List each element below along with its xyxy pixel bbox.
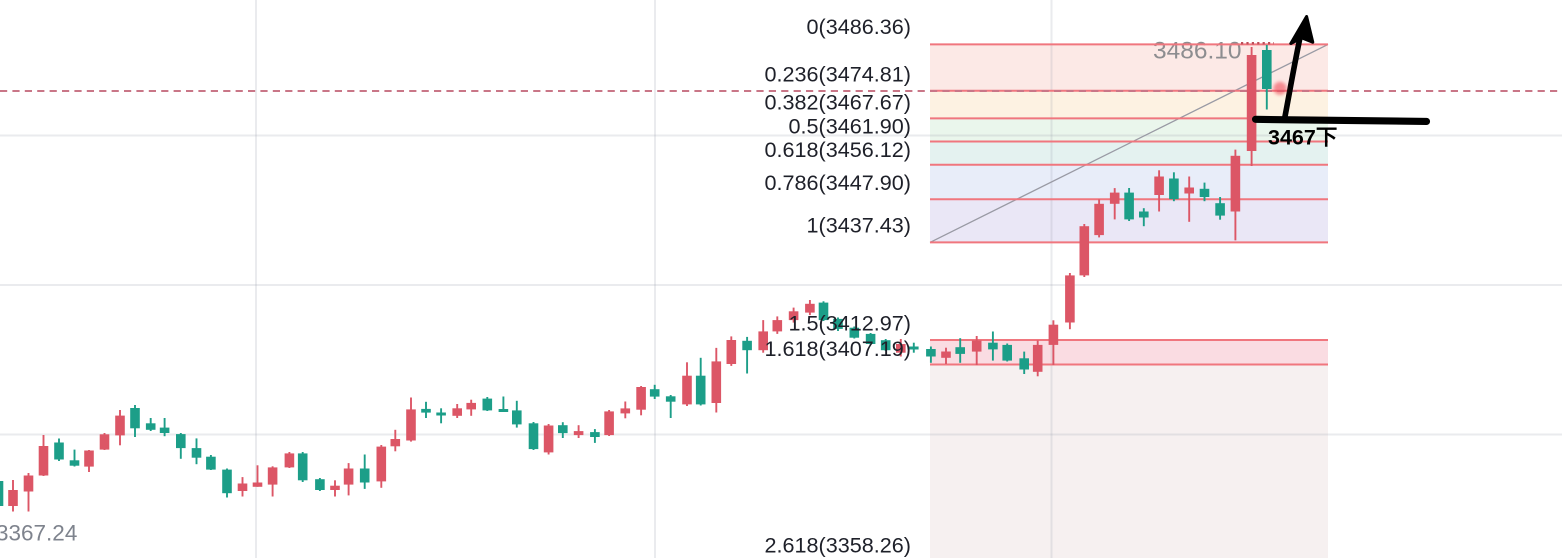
- svg-text:0.618(3456.12): 0.618(3456.12): [765, 137, 911, 162]
- svg-text:3367.24: 3367.24: [0, 521, 77, 546]
- svg-text:0.382(3467.67): 0.382(3467.67): [765, 90, 911, 115]
- svg-text:3467下: 3467下: [1268, 126, 1337, 150]
- svg-text:0.236(3474.81): 0.236(3474.81): [765, 62, 911, 87]
- svg-text:1.618(3407.19): 1.618(3407.19): [765, 336, 911, 361]
- svg-text:0.786(3447.90): 0.786(3447.90): [765, 170, 911, 195]
- svg-text:0(3486.36): 0(3486.36): [807, 14, 911, 39]
- svg-text:0.5(3461.90): 0.5(3461.90): [789, 114, 911, 139]
- svg-text:1.5(3412.97): 1.5(3412.97): [789, 311, 911, 336]
- svg-text:3486.10: 3486.10: [1153, 38, 1242, 65]
- svg-text:2.618(3358.26): 2.618(3358.26): [765, 533, 911, 558]
- svg-text:1(3437.43): 1(3437.43): [807, 213, 911, 238]
